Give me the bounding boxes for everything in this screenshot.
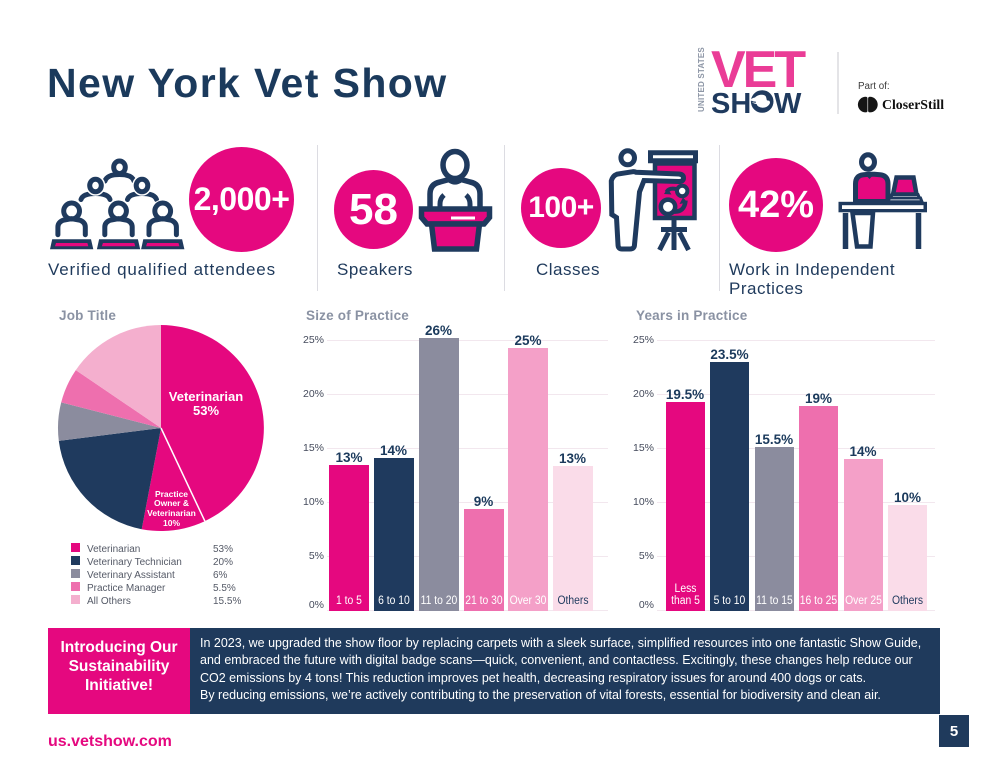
svg-text:W: W [774, 88, 802, 120]
svg-text:SH: SH [711, 88, 751, 120]
svg-text:CloserStill: CloserStill [882, 97, 944, 112]
svg-text:Part of:: Part of: [858, 81, 890, 92]
svg-text:VET: VET [711, 44, 806, 99]
svg-text:UNITED STATES: UNITED STATES [697, 47, 706, 112]
